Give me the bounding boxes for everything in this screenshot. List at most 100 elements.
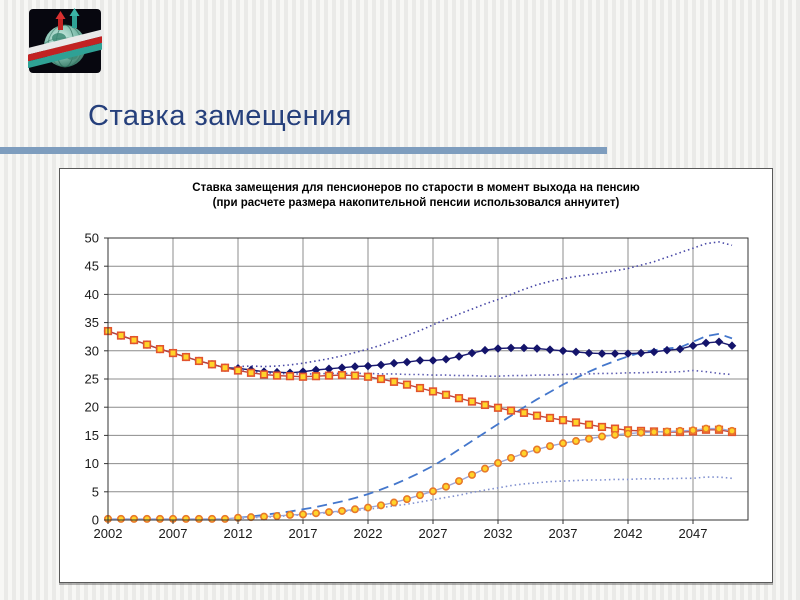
y-tick-label: 5	[92, 484, 99, 499]
y-tick-label: 40	[85, 287, 99, 302]
circle-marker	[376, 501, 385, 510]
square-marker	[545, 413, 555, 423]
diamond-marker	[584, 348, 594, 358]
diamond-marker	[376, 360, 386, 370]
x-tick-label: 2017	[289, 526, 318, 541]
square-marker	[298, 372, 308, 381]
diamond-marker	[415, 356, 425, 365]
square-marker	[142, 340, 152, 349]
diamond-marker	[428, 356, 438, 365]
circle-marker	[208, 514, 217, 523]
chart-title: Ставка замещения для пенсионеров по стар…	[192, 182, 640, 194]
diamond-marker	[597, 349, 607, 358]
globe-logo	[28, 8, 102, 73]
diamond-marker	[467, 348, 477, 358]
axis-ticks	[104, 237, 694, 524]
y-tick-label: 50	[85, 231, 99, 246]
diamond-marker	[441, 354, 451, 364]
square-marker	[506, 406, 516, 415]
square-marker	[155, 345, 165, 354]
square-marker	[467, 397, 477, 406]
circle-marker	[363, 503, 372, 512]
square-marker	[285, 372, 295, 381]
circle-marker	[441, 482, 450, 491]
square-marker	[194, 356, 204, 366]
y-tick-label: 0	[92, 513, 99, 528]
diamond-marker	[532, 344, 542, 353]
diamond-marker	[519, 343, 529, 353]
square-marker	[519, 408, 529, 417]
chart-subtitle: (при расчете размера накопительной пенси…	[212, 197, 620, 209]
circle-marker	[480, 464, 489, 473]
series-scenario-lower-dotted	[237, 476, 733, 520]
diamond-marker	[402, 357, 412, 367]
square-marker	[402, 380, 412, 389]
y-tick-label: 25	[85, 372, 99, 387]
y-axis-labels: 0 5 10 15 20 25 30 35 40 45 50	[85, 231, 99, 528]
square-marker	[181, 352, 191, 362]
circle-marker	[597, 432, 606, 441]
y-tick-label: 35	[85, 315, 99, 330]
circle-marker	[727, 426, 736, 435]
square-marker	[480, 400, 490, 410]
x-tick-label: 2007	[159, 526, 188, 541]
circle-marker	[454, 477, 463, 486]
circle-marker	[286, 510, 295, 519]
x-tick-label: 2037	[549, 526, 578, 541]
circle-marker	[389, 498, 398, 507]
circle-marker	[337, 506, 346, 515]
ribbon-icon	[28, 29, 102, 69]
square-marker	[532, 411, 542, 420]
series-scenario-middle-dotted	[237, 369, 733, 377]
diamond-marker	[701, 338, 711, 348]
square-marker	[246, 368, 256, 377]
circle-marker	[662, 427, 671, 436]
circle-marker	[156, 514, 165, 523]
y-tick-label: 45	[85, 259, 99, 274]
square-marker	[558, 416, 568, 425]
square-marker	[272, 371, 282, 380]
diamond-marker	[506, 343, 516, 353]
y-tick-label: 30	[85, 343, 99, 358]
diamond-marker	[571, 347, 581, 357]
x-tick-label: 2027	[419, 526, 448, 541]
square-marker	[207, 360, 217, 369]
circle-marker	[584, 434, 593, 443]
series-total-pension-diamond-navy	[103, 326, 737, 378]
circle-marker	[649, 428, 658, 437]
diamond-marker	[727, 341, 737, 351]
diamond-marker	[363, 361, 373, 371]
square-marker	[116, 331, 126, 340]
x-tick-label: 2022	[354, 526, 383, 541]
circle-marker	[130, 514, 139, 523]
diamond-marker	[688, 341, 698, 351]
diamond-marker	[545, 345, 555, 354]
circle-marker	[350, 505, 359, 514]
diamond-marker	[324, 364, 334, 374]
square-marker	[233, 366, 243, 375]
square-marker	[350, 371, 360, 380]
circle-marker	[221, 514, 230, 523]
square-marker	[129, 335, 139, 345]
gridlines	[107, 237, 748, 521]
square-marker	[389, 377, 399, 386]
circle-marker	[675, 426, 684, 435]
square-marker	[259, 370, 269, 379]
flag-pieces-icon	[55, 8, 80, 30]
circle-marker	[493, 459, 502, 468]
y-tick-label: 20	[85, 400, 99, 415]
diamond-marker	[454, 352, 464, 361]
circle-marker	[260, 512, 269, 521]
diamond-marker	[662, 345, 672, 355]
circle-marker	[415, 491, 424, 500]
square-marker	[584, 420, 594, 429]
circle-marker	[571, 437, 580, 446]
square-marker	[337, 370, 347, 380]
circle-marker	[324, 508, 333, 517]
square-marker	[311, 372, 321, 381]
circle-marker	[532, 445, 541, 454]
replacement-rate-chart: 0 5 10 15 20 25 30 35 40 45 50 2002 2007 2012 2017 2022…	[85, 231, 749, 541]
diamond-marker	[480, 345, 490, 355]
series-funded-part-circle-yellow	[103, 424, 736, 523]
